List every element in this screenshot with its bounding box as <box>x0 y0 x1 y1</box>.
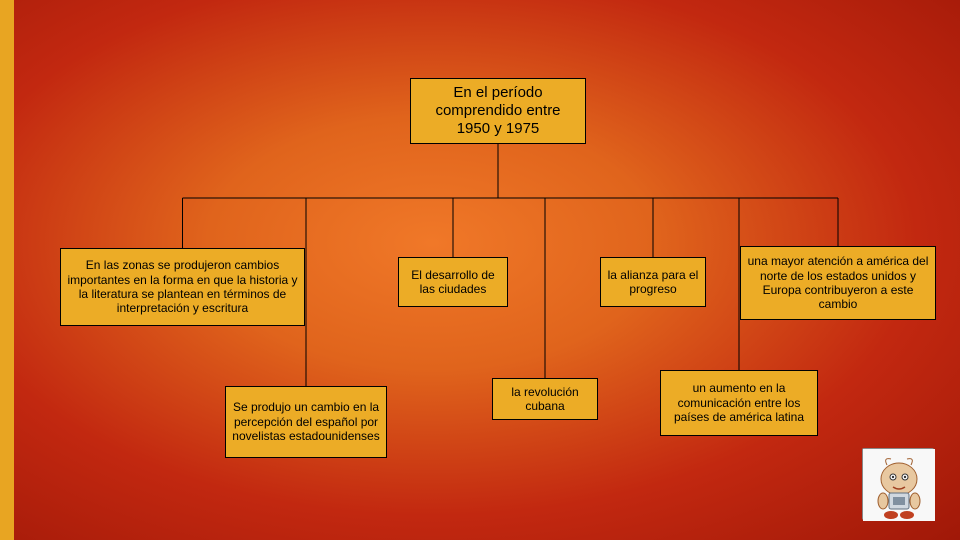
node-root: En el período comprendido entre 1950 y 1… <box>410 78 586 144</box>
node-ciudades: El desarrollo de las ciudades <box>398 257 508 307</box>
node-revolucion: la revolución cubana <box>492 378 598 420</box>
node-comunicacion: un aumento en la comunicación entre los … <box>660 370 818 436</box>
sidebar-accent-stripe <box>0 0 14 540</box>
node-zonas: En las zonas se produjeron cambios impor… <box>60 248 305 326</box>
node-percepcion: Se produjo un cambio en la percepción de… <box>225 386 387 458</box>
cartoon-illustration <box>862 448 934 520</box>
node-alianza: la alianza para el progreso <box>600 257 706 307</box>
node-atencion: una mayor atención a américa del norte d… <box>740 246 936 320</box>
